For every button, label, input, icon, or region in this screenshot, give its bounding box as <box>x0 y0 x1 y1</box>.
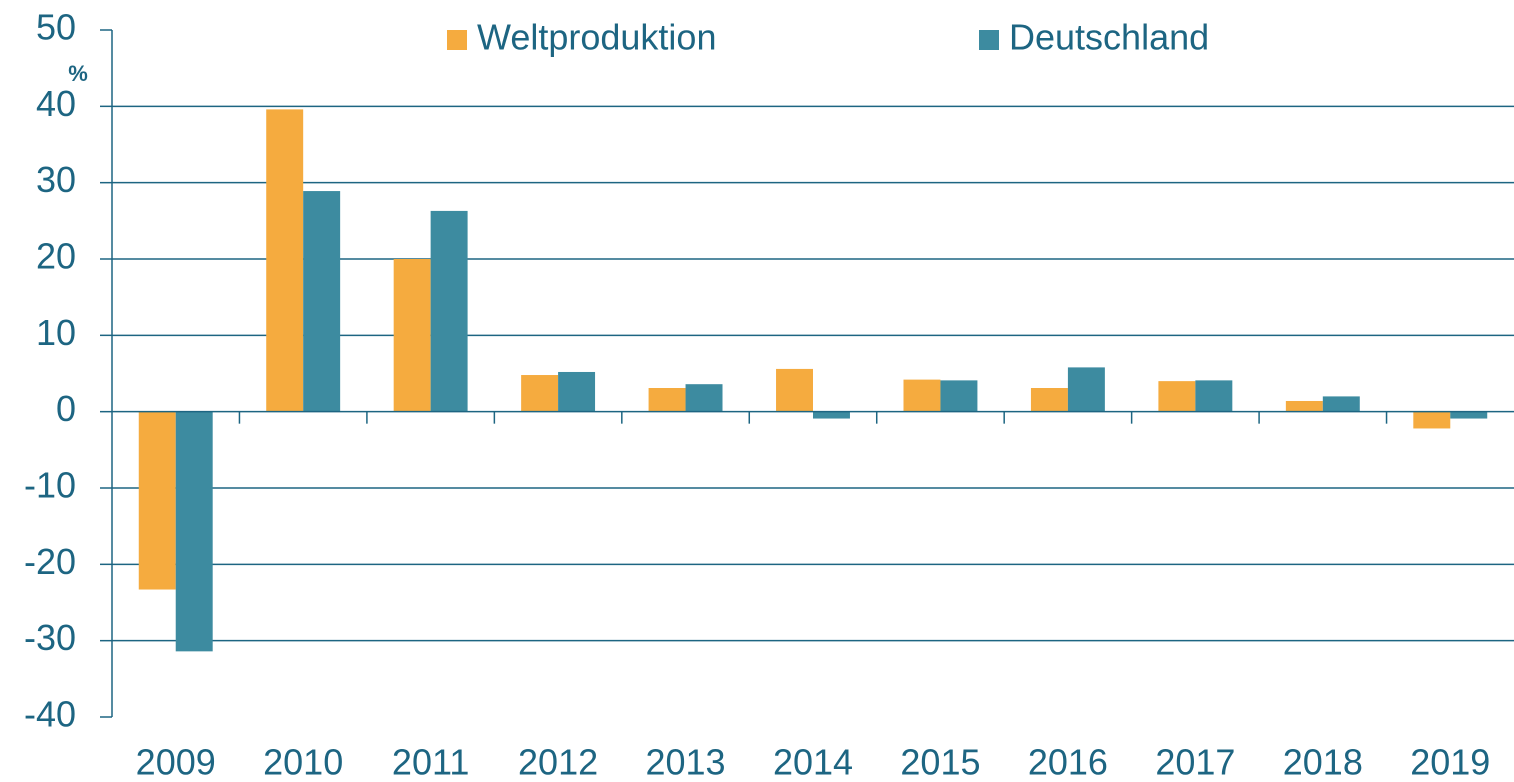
x-tick-label: 2012 <box>518 742 598 782</box>
legend-label: Deutschland <box>1009 17 1209 58</box>
x-tick-label: 2009 <box>136 742 216 782</box>
bar <box>1067 367 1105 412</box>
legend-label: Weltproduktion <box>477 17 716 58</box>
x-tick-label: 2017 <box>1155 742 1235 782</box>
bar <box>776 368 813 412</box>
bar <box>813 411 850 419</box>
bar <box>940 380 978 412</box>
x-tick-label: 2018 <box>1283 742 1363 782</box>
bar <box>648 388 686 412</box>
bar <box>1285 400 1323 412</box>
y-tick-label: 50 <box>36 7 76 48</box>
x-tick-label: 2015 <box>900 742 980 782</box>
bar <box>266 109 304 412</box>
x-tick-label: 2016 <box>1028 742 1108 782</box>
bar <box>1030 388 1068 412</box>
bar <box>430 210 468 412</box>
bar <box>175 411 213 652</box>
y-tick-label: -10 <box>24 465 76 506</box>
y-tick-label: 40 <box>36 83 76 124</box>
legend-swatch <box>979 30 999 50</box>
y-tick-label: 30 <box>36 159 76 200</box>
bar <box>1413 411 1451 429</box>
x-tick-label: 2013 <box>645 742 725 782</box>
y-tick-label: -40 <box>24 694 76 735</box>
bar <box>138 411 176 590</box>
y-tick-label: 0 <box>56 388 76 429</box>
bar <box>1450 411 1488 419</box>
bar <box>1195 380 1233 412</box>
x-tick-label: 2011 <box>392 742 469 782</box>
y-tick-label: 20 <box>36 236 76 277</box>
bar <box>903 379 941 412</box>
legend-swatch <box>447 30 467 50</box>
bar <box>1322 396 1360 412</box>
bar <box>393 259 431 412</box>
x-tick-label: 2019 <box>1410 742 1490 782</box>
bar <box>685 384 723 412</box>
y-unit: % <box>68 61 88 86</box>
y-tick-label: -20 <box>24 541 76 582</box>
bar <box>558 371 596 412</box>
bar <box>1158 381 1196 412</box>
x-tick-label: 2010 <box>263 742 343 782</box>
bar <box>303 191 341 412</box>
y-tick-label: -30 <box>24 617 76 658</box>
x-tick-label: 2014 <box>773 742 853 782</box>
bar <box>521 375 559 412</box>
y-tick-label: 10 <box>36 312 76 353</box>
